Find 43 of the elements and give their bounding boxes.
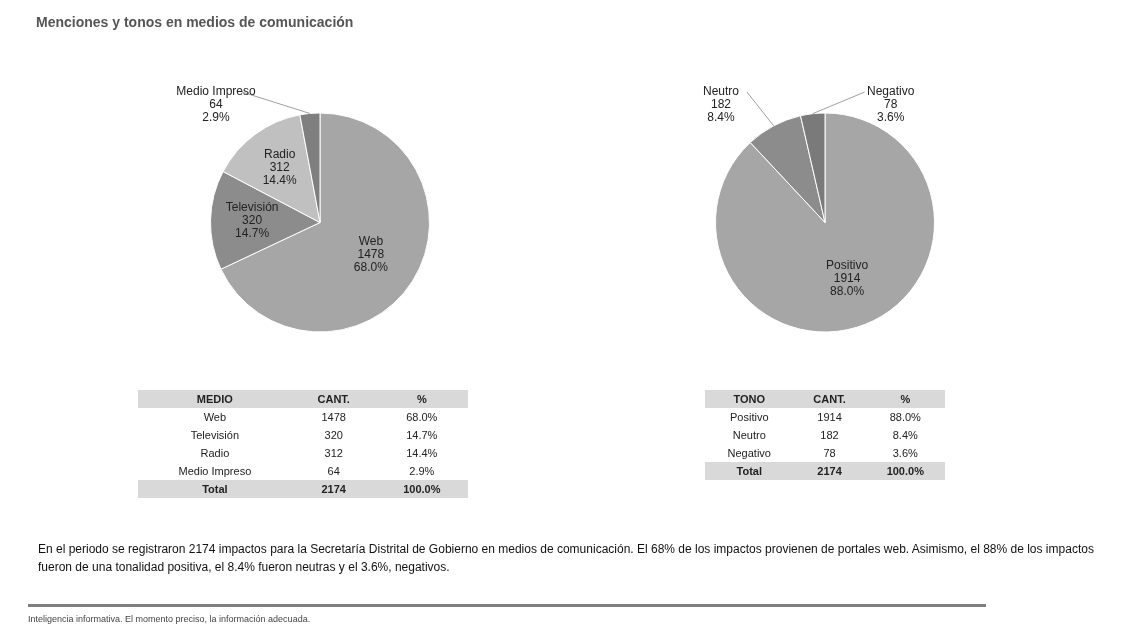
category-label: CANT. bbox=[316, 392, 351, 407]
category-label: % bbox=[899, 392, 912, 407]
slice-label: Positivo bbox=[826, 257, 869, 272]
text: 68.0% bbox=[406, 411, 438, 423]
chart-title: Menciones y tonos en medios de comunicación bbox=[36, 14, 354, 30]
category-label: Web bbox=[203, 411, 227, 423]
text: 1478 bbox=[321, 411, 346, 423]
data-label: 182 8.4% bbox=[707, 97, 735, 125]
text: Inteligencia informativa. El momento preciso, la información adecuada. bbox=[28, 614, 311, 624]
data-label: 1914 88.0% bbox=[830, 270, 865, 298]
text: 312 bbox=[324, 447, 343, 459]
slice-label: Neutro bbox=[702, 84, 740, 99]
text: 14.7% bbox=[406, 429, 438, 441]
text: 64 bbox=[327, 465, 340, 477]
category-label: Neutro bbox=[732, 429, 766, 441]
text: 2.9% bbox=[409, 465, 435, 477]
data-label: 78 3.6% bbox=[877, 97, 905, 125]
category-label: % bbox=[415, 392, 428, 407]
text: 1914 bbox=[817, 411, 842, 423]
text: 3.6% bbox=[892, 447, 918, 459]
category-label: Radio bbox=[200, 447, 230, 459]
data-label: 312 14.4% bbox=[262, 160, 298, 188]
category-label: Positivo bbox=[729, 411, 769, 423]
text: En el periodo se registraron 2174 impactos para la Secretaría Distrital de Gobierno en medios de comunicación. El 68% de los impactos provienen de portales web. Asimismo, el 88% de los impactos fueron de una tonalidad positiva, el 8.4% fueron neutras y el 3.6%, negativos. bbox=[38, 541, 1095, 576]
slice-label: Web bbox=[358, 234, 384, 249]
slice-label: Medio Impreso bbox=[176, 84, 256, 99]
category-label: Negativo bbox=[727, 447, 771, 459]
category-label: CANT. bbox=[812, 392, 847, 407]
data-label: 64 2.9% bbox=[202, 97, 230, 125]
text: 14.4% bbox=[406, 447, 438, 459]
category-label: Medio Impreso bbox=[178, 465, 252, 477]
slice-label: Radio bbox=[264, 147, 296, 162]
text: 78 bbox=[823, 447, 836, 459]
slice-label: Negativo bbox=[867, 84, 915, 99]
slice-label: Televisión bbox=[225, 200, 279, 215]
text: 320 bbox=[324, 429, 343, 441]
data-label: 1478 68.0% bbox=[353, 247, 389, 275]
text: 182 bbox=[820, 429, 839, 441]
shaded-total-row: Total 2174 100.0% bbox=[138, 480, 468, 498]
text: 8.4% bbox=[892, 429, 918, 441]
text: 88.0% bbox=[889, 411, 921, 423]
data-label: 320 14.7% bbox=[235, 213, 270, 241]
category-label: Televisión bbox=[190, 429, 240, 441]
